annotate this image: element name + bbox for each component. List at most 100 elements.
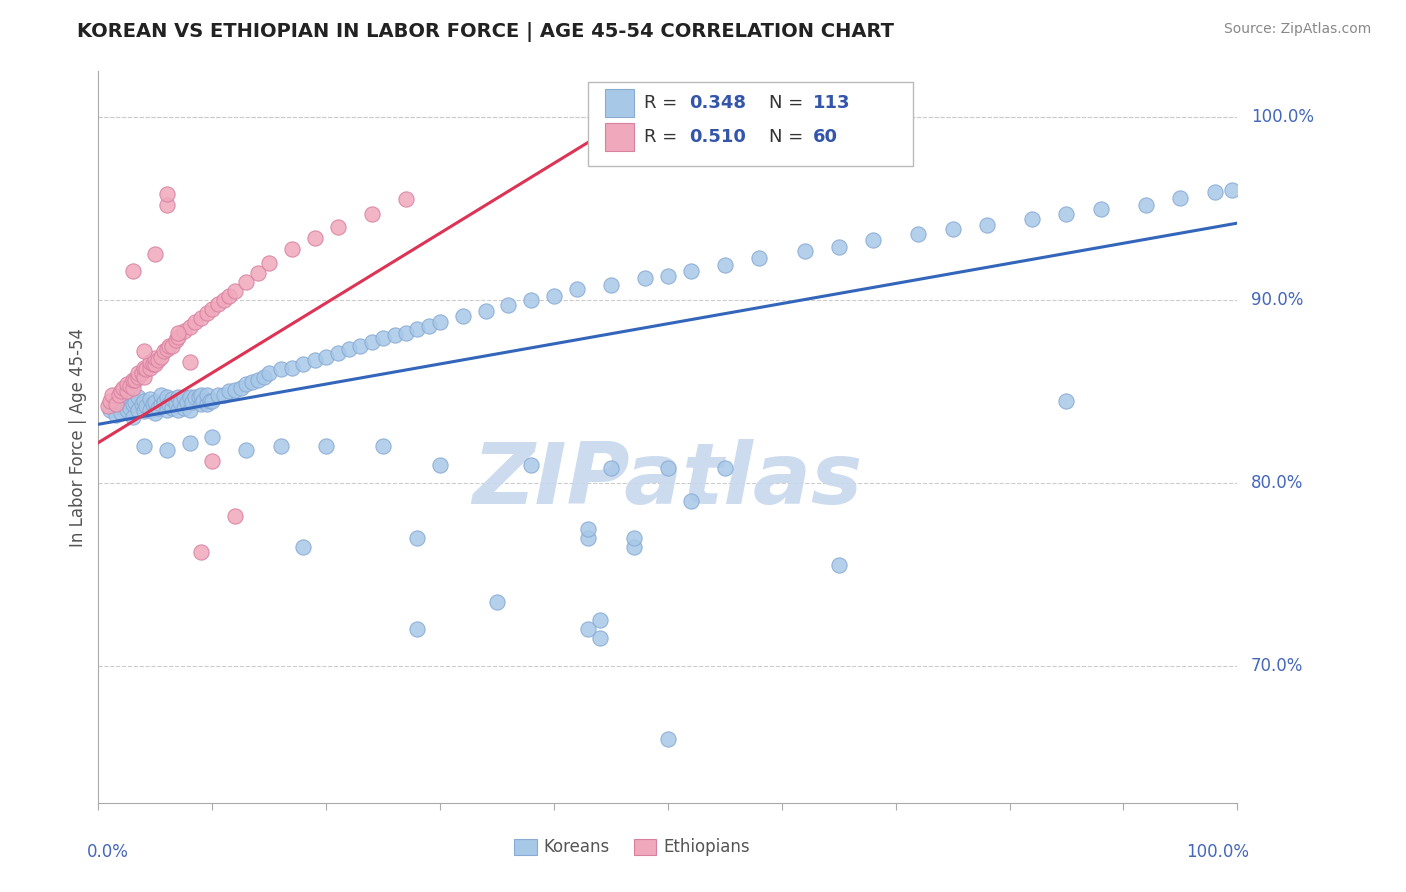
Point: [1054, 393, 1078, 408]
Point: [156, 343, 179, 357]
Point: [173, 390, 195, 404]
Point: [145, 406, 167, 420]
Point: [418, 318, 440, 333]
Point: [156, 186, 179, 201]
Point: [714, 258, 737, 272]
Point: [138, 392, 160, 406]
Point: [127, 366, 149, 380]
Point: [406, 531, 429, 545]
FancyBboxPatch shape: [588, 82, 912, 167]
Point: [167, 329, 190, 343]
Point: [259, 366, 281, 380]
Point: [1220, 183, 1243, 197]
Point: [498, 298, 520, 312]
Text: 100.0%: 100.0%: [1251, 108, 1315, 126]
Point: [156, 198, 179, 212]
Point: [576, 531, 599, 545]
Point: [110, 406, 132, 420]
Point: [657, 269, 679, 284]
Point: [132, 344, 155, 359]
Point: [212, 293, 235, 307]
Point: [1204, 185, 1226, 199]
Point: [108, 399, 131, 413]
Point: [224, 508, 246, 523]
Point: [120, 401, 142, 415]
Point: [326, 346, 349, 360]
Point: [142, 397, 165, 411]
Point: [153, 344, 176, 359]
Point: [121, 409, 143, 424]
Point: [942, 221, 965, 235]
Point: [110, 384, 132, 399]
Point: [115, 402, 138, 417]
Point: [187, 390, 209, 404]
Point: [156, 402, 179, 417]
Point: [156, 390, 179, 404]
Point: [281, 360, 304, 375]
Point: [101, 388, 124, 402]
Text: R =: R =: [644, 128, 683, 146]
Point: [565, 282, 588, 296]
Point: [588, 613, 610, 627]
Point: [146, 401, 169, 415]
Point: [121, 397, 143, 411]
Point: [588, 631, 610, 645]
Text: 90.0%: 90.0%: [1251, 291, 1303, 309]
Point: [145, 395, 167, 409]
Text: 100.0%: 100.0%: [1185, 843, 1249, 861]
Point: [252, 369, 274, 384]
Point: [150, 350, 173, 364]
Point: [235, 275, 257, 289]
Point: [157, 338, 180, 352]
Point: [1135, 198, 1157, 212]
Point: [207, 388, 229, 402]
Point: [165, 397, 187, 411]
Point: [115, 384, 138, 399]
Point: [167, 326, 190, 340]
Point: [115, 377, 138, 392]
Point: [121, 263, 143, 277]
Point: [195, 306, 218, 320]
Point: [127, 369, 149, 384]
Point: [520, 293, 543, 307]
Point: [131, 366, 153, 380]
Point: [190, 397, 212, 411]
Point: [98, 402, 121, 417]
Point: [1054, 207, 1078, 221]
Point: [165, 333, 187, 347]
Point: [179, 435, 201, 450]
Text: 80.0%: 80.0%: [1251, 474, 1303, 491]
Point: [198, 393, 221, 408]
Point: [600, 278, 623, 293]
Point: [142, 357, 165, 371]
Point: [201, 430, 224, 444]
Point: [679, 494, 702, 508]
Bar: [515, 839, 537, 855]
Point: [167, 390, 190, 404]
Point: [98, 393, 121, 408]
Point: [104, 397, 127, 411]
Point: [132, 360, 155, 375]
Text: 70.0%: 70.0%: [1251, 657, 1303, 674]
Point: [190, 545, 212, 559]
Point: [259, 256, 281, 270]
Point: [150, 397, 173, 411]
Point: [162, 401, 184, 415]
Point: [127, 390, 149, 404]
Text: ZIPatlas: ZIPatlas: [472, 440, 863, 523]
Point: [190, 388, 212, 402]
Point: [167, 402, 190, 417]
Point: [173, 324, 195, 338]
Point: [212, 388, 235, 402]
Text: 60: 60: [813, 128, 838, 146]
Text: 113: 113: [813, 94, 851, 112]
Bar: [605, 123, 634, 152]
Point: [124, 373, 146, 387]
Point: [240, 375, 263, 389]
Point: [395, 326, 418, 340]
Point: [195, 397, 218, 411]
Point: [195, 388, 218, 402]
Point: [270, 362, 292, 376]
Point: [315, 439, 337, 453]
Point: [176, 395, 198, 409]
